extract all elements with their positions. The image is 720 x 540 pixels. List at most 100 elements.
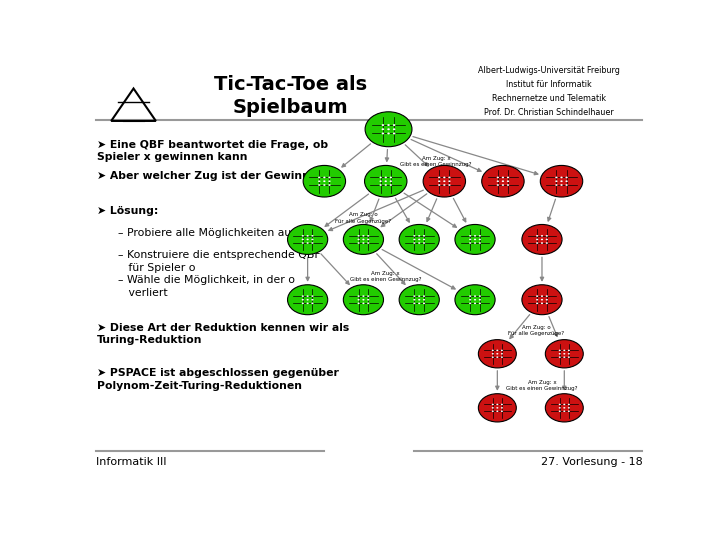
Circle shape	[438, 177, 441, 178]
Text: Am Zug: o
Für alle Gegenzüge?: Am Zug: o Für alle Gegenzüge?	[336, 212, 392, 224]
Circle shape	[311, 299, 313, 301]
Circle shape	[559, 407, 561, 409]
Circle shape	[501, 410, 503, 412]
Circle shape	[418, 299, 420, 301]
Circle shape	[501, 349, 503, 351]
Circle shape	[362, 239, 364, 240]
Circle shape	[546, 235, 548, 237]
Circle shape	[474, 299, 476, 301]
Circle shape	[568, 349, 570, 351]
Circle shape	[568, 407, 570, 409]
Circle shape	[568, 410, 570, 412]
Circle shape	[565, 184, 568, 186]
Text: Tic-Tac-Toe als
Spielbaum: Tic-Tac-Toe als Spielbaum	[215, 75, 367, 117]
Circle shape	[423, 302, 425, 304]
Circle shape	[362, 242, 364, 244]
Circle shape	[323, 177, 325, 178]
Circle shape	[541, 295, 543, 297]
Text: – Probiere alle Möglichkeiten aus: – Probiere alle Möglichkeiten aus	[118, 228, 297, 238]
Circle shape	[393, 129, 395, 130]
Circle shape	[501, 353, 503, 355]
Circle shape	[474, 302, 476, 304]
Circle shape	[343, 225, 384, 254]
Circle shape	[455, 225, 495, 254]
Circle shape	[399, 285, 439, 315]
Circle shape	[449, 177, 451, 178]
Circle shape	[502, 177, 504, 178]
Circle shape	[379, 184, 382, 186]
Circle shape	[507, 184, 509, 186]
Circle shape	[563, 353, 565, 355]
Circle shape	[492, 353, 494, 355]
Circle shape	[307, 242, 309, 244]
Circle shape	[418, 295, 420, 297]
Circle shape	[365, 112, 412, 147]
Circle shape	[546, 302, 548, 304]
Circle shape	[358, 242, 360, 244]
Circle shape	[474, 242, 476, 244]
Circle shape	[311, 295, 313, 297]
Circle shape	[444, 180, 446, 182]
Circle shape	[390, 177, 392, 178]
Circle shape	[311, 242, 313, 244]
Circle shape	[536, 235, 539, 237]
Circle shape	[358, 235, 360, 237]
Circle shape	[367, 235, 369, 237]
Circle shape	[423, 165, 466, 197]
Circle shape	[541, 235, 543, 237]
Text: Am Zug: x
Gibt es einen Gewinnzug?: Am Zug: x Gibt es einen Gewinnzug?	[506, 380, 577, 391]
Circle shape	[469, 235, 472, 237]
Circle shape	[367, 295, 369, 297]
Circle shape	[387, 132, 390, 134]
Circle shape	[307, 295, 309, 297]
Circle shape	[390, 180, 392, 182]
Circle shape	[546, 239, 548, 240]
Circle shape	[469, 299, 472, 301]
Circle shape	[545, 340, 583, 368]
Circle shape	[302, 295, 304, 297]
Circle shape	[492, 410, 494, 412]
Circle shape	[522, 285, 562, 315]
Circle shape	[545, 394, 583, 422]
Text: Informatik III: Informatik III	[96, 457, 166, 467]
Circle shape	[358, 302, 360, 304]
Circle shape	[469, 242, 472, 244]
Circle shape	[559, 349, 561, 351]
Circle shape	[536, 295, 539, 297]
Circle shape	[328, 180, 330, 182]
Text: ➤ Eine QBF beantwortet die Frage, ob
Spieler x gewinnen kann: ➤ Eine QBF beantwortet die Frage, ob Spi…	[96, 140, 328, 163]
Circle shape	[469, 295, 472, 297]
Circle shape	[379, 177, 382, 178]
Circle shape	[328, 177, 330, 178]
Circle shape	[482, 165, 524, 197]
Circle shape	[367, 302, 369, 304]
Circle shape	[302, 299, 304, 301]
Circle shape	[413, 239, 415, 240]
Text: – Wähle die Möglichkeit, in der o
   verliert: – Wähle die Möglichkeit, in der o verlie…	[118, 275, 295, 298]
Circle shape	[367, 242, 369, 244]
Text: ➤ Lösung:: ➤ Lösung:	[96, 206, 158, 216]
Circle shape	[413, 235, 415, 237]
Circle shape	[474, 239, 476, 240]
Circle shape	[382, 124, 384, 126]
Circle shape	[568, 353, 570, 355]
Circle shape	[479, 242, 481, 244]
Circle shape	[303, 165, 346, 197]
Circle shape	[492, 349, 494, 351]
Circle shape	[387, 129, 390, 130]
Circle shape	[496, 404, 498, 405]
Circle shape	[540, 165, 582, 197]
Circle shape	[318, 177, 320, 178]
Circle shape	[343, 285, 384, 315]
Circle shape	[455, 285, 495, 315]
Circle shape	[379, 180, 382, 182]
Circle shape	[478, 394, 516, 422]
Text: Am Zug: x
Gibt es einen Gewinnzug?: Am Zug: x Gibt es einen Gewinnzug?	[400, 156, 472, 167]
Circle shape	[302, 235, 304, 237]
Circle shape	[390, 184, 392, 186]
Circle shape	[560, 177, 562, 178]
Circle shape	[568, 356, 570, 358]
Circle shape	[541, 239, 543, 240]
Circle shape	[555, 180, 557, 182]
Circle shape	[367, 299, 369, 301]
